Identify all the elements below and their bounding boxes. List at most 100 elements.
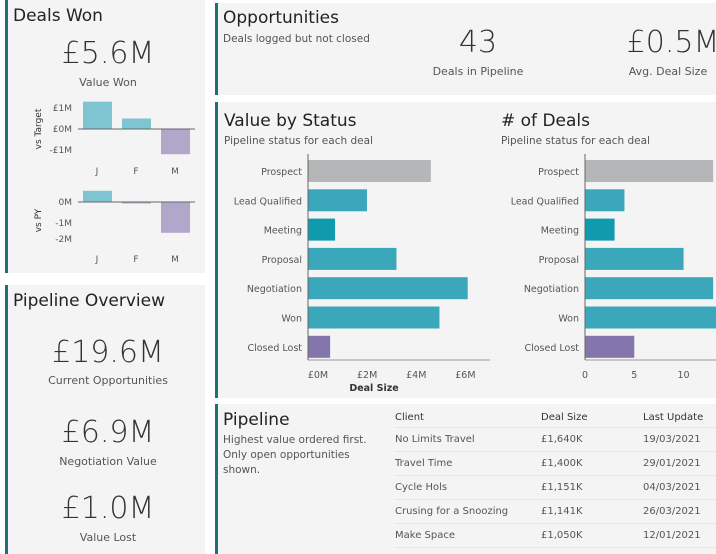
kpi-current-opportunities-label: Current Opportunities [48,374,168,387]
kpi-value-lost: £1.0M [61,491,155,526]
category-label: Negotiation [247,284,302,295]
cell-client: Crusing for a Snoozing [395,499,541,524]
table-header: Client Deal Size Last Update [395,407,716,428]
bar-closed-lost [585,335,635,358]
cell-last-update: 12/01/2021 [643,523,716,548]
bar-negotiation [585,277,714,300]
mini-bar-vs_target [161,129,190,155]
cell-deal-size: £1,141K [541,499,643,524]
pipeline-title: Pipeline [223,410,290,430]
tick-label: 0 [582,370,588,381]
cell-deal-size: £1,400K [541,451,643,476]
month-label: J [95,167,99,177]
bar-meeting [308,218,336,241]
cell-deal-size: £1,151K [541,475,643,500]
month-label: M [171,167,179,177]
tick-label: £0M [53,125,72,135]
value-won-label: Value Won [79,76,137,89]
value-by-status-subtitle: Pipeline status for each deal [224,135,373,147]
category-label: Proposal [539,255,579,266]
month-label: M [171,255,179,265]
category-label: Prospect [261,167,302,178]
mini-bar-vs_target [122,118,151,129]
deals-won-panel: Deals Won £5.6M Value Won J F M £1M £0M -£1M v… [5,0,205,273]
mini-bar-vs_py [161,202,190,233]
tick-label: £1M [53,104,72,114]
tick-label: £4M [406,370,426,381]
cell-last-update: 19/03/2021 [643,427,716,452]
bar-prospect [308,160,431,182]
mini-bar-vs_target [83,101,112,129]
num-deals-subtitle: Pipeline status for each deal [501,135,650,147]
column-last-update[interactable]: Last Update [643,407,716,428]
bar-negotiation [308,277,468,300]
cell-client: Bubble & Go [395,547,541,554]
tick-label: 10 [678,370,690,381]
kpi-negotiation-value: £6.9M [61,415,155,450]
category-label: Won [281,314,302,325]
cell-client: Make Space [395,523,541,548]
table-row[interactable]: Make Space £1,050K 12/01/2021 [395,523,716,548]
cell-last-update: 26/03/2021 [643,499,716,524]
kpi-negotiation-value-label: Negotiation Value [59,455,157,468]
bar-lead-qualified [585,189,625,212]
category-label: Negotiation [524,284,579,295]
cell-deal-size: £950K [541,547,643,554]
pipeline-overview-panel: Pipeline Overview £19.6M Current Opportu… [5,285,205,554]
tick-label: -1M [55,219,72,229]
value-won: £5.6M [61,36,155,71]
table-row[interactable]: Bubble & Go£950K18/01/2021 [395,547,716,554]
category-label: Closed Lost [247,343,302,354]
column-client[interactable]: Client [395,407,541,428]
cell-deal-size: £1,640K [541,427,643,452]
table-row[interactable]: Cycle Hols £1,151K 04/03/2021 [395,475,716,500]
num-deals-title: # of Deals [501,111,590,131]
mini-bar-vs_py [122,202,151,204]
bar-closed-lost [308,335,331,358]
pipeline-overview-title: Pipeline Overview [13,291,165,311]
status-charts-panel: Value by Status Pipeline status for each… [215,102,716,398]
column-deal-size[interactable]: Deal Size [541,407,643,428]
deals-in-pipeline-value: 43 [458,25,498,60]
cell-last-update: 18/01/2021 [643,547,716,554]
deals-won-title: Deals Won [13,6,103,26]
avg-deal-size-label: Avg. Deal Size [628,65,708,78]
bar-meeting [585,218,615,241]
x-axis-title: Deal Size [349,383,398,394]
cell-client: Travel Time [395,451,541,476]
category-label: Closed Lost [524,343,579,354]
tick-label: -2M [55,235,72,245]
deals-won-mini-charts: J F M £1M £0M -£1M vs Target J F M 0M -1M -2M vs PY [34,101,195,265]
tick-label: 5 [631,370,637,381]
category-label: Won [558,314,579,325]
cell-deal-size: £1,050K [541,523,643,548]
month-label: F [133,255,138,265]
pipeline-table: Client Deal Size Last Update No Limits T… [395,407,716,554]
table-row[interactable]: Travel Time £1,400K 29/01/2021 [395,451,716,476]
category-label: Prospect [538,167,579,178]
month-label: J [95,255,99,265]
bar-prospect [585,160,714,182]
category-label: Proposal [262,255,302,266]
bar-lead-qualified [308,189,367,212]
table-row[interactable]: No Limits Travel £1,640K 19/03/2021 [395,427,716,452]
bar-won [585,306,716,329]
category-label: Meeting [541,226,579,237]
axis-label: vs Target [34,108,44,149]
bar-won [308,306,440,329]
cell-last-update: 04/03/2021 [643,475,716,500]
opportunities-panel: Opportunities Deals logged but not close… [215,3,716,95]
tick-label: £2M [357,370,377,381]
axis-label: vs PY [34,208,44,232]
table-row[interactable]: Crusing for a Snoozing £1,141K 26/03/2021 [395,499,716,524]
value-by-status-title: Value by Status [224,111,357,131]
category-label: Lead Qualified [234,196,302,207]
deals-in-pipeline-label: Deals in Pipeline [432,65,524,78]
category-label: Lead Qualified [511,196,579,207]
kpi-value-lost-label: Value Lost [79,531,137,544]
tick-label: £0M [308,370,328,381]
cell-last-update: 29/01/2021 [643,451,716,476]
opportunities-title: Opportunities [223,8,339,28]
cell-client: No Limits Travel [395,427,541,452]
tick-label: £6M [455,370,475,381]
